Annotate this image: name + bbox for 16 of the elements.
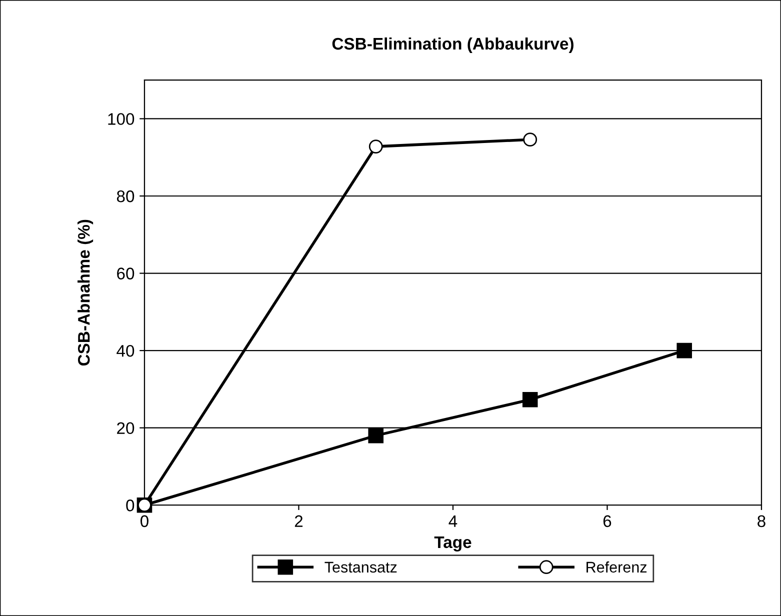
x-tick-label: 0 — [140, 515, 148, 528]
y-axis-title: CSB-Abnahme (%) — [78, 220, 94, 366]
chart-title: CSB-Elimination (Abbaukurve) — [332, 37, 574, 53]
y-tick-label: 0 — [126, 500, 134, 512]
y-tick-label: 100 — [108, 113, 134, 125]
y-tick-label: 20 — [117, 422, 134, 434]
y-tick-label: 60 — [117, 268, 134, 280]
legend-label: Testansatz — [324, 562, 397, 573]
x-tick-label: 4 — [448, 515, 458, 527]
x-tick-label: 6 — [603, 515, 612, 528]
x-tick-label: 2 — [294, 515, 303, 527]
legend-label: Referenz — [586, 561, 647, 573]
y-tick-label: 40 — [116, 344, 134, 357]
y-tick-label: 80 — [116, 190, 134, 202]
x-axis-title: Tage — [434, 536, 472, 552]
x-tick-label: 8 — [758, 515, 766, 528]
